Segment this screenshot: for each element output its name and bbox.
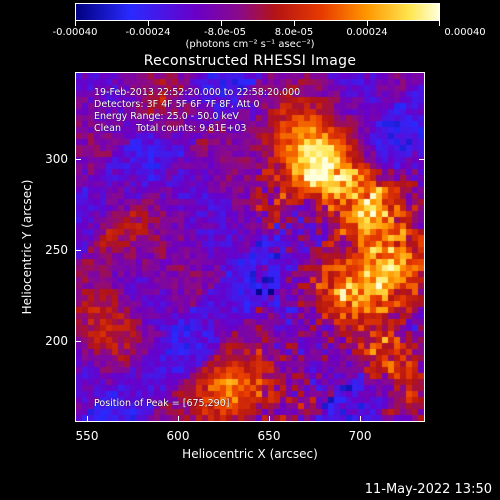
info-detectors: Detectors: 3F 4F 5F 6F 7F 8F, Att 0 [94, 99, 260, 110]
x-tick-label: 550 [75, 429, 99, 443]
x-tick [360, 416, 361, 422]
x-axis-label: Heliocentric X (arcsec) [182, 447, 318, 461]
colorbar-tick [439, 21, 440, 26]
colorbar-label: -0.00040 [52, 27, 98, 38]
colorbar-label: -0.00024 [125, 27, 171, 38]
y-tick-label: 250 [45, 243, 68, 257]
y-tick [75, 341, 81, 342]
x-tick-label: 600 [166, 429, 190, 443]
y-tick [419, 159, 425, 160]
rhessi-heatmap [76, 73, 424, 421]
colorbar-label: 0.00040 [444, 27, 486, 38]
colorbar-tick [367, 21, 368, 26]
x-tick-label: 700 [348, 429, 372, 443]
info-total-counts: Clean Total counts: 9.81E+03 [94, 123, 247, 134]
x-tick [87, 416, 88, 422]
colorbar [75, 3, 440, 21]
image-plot: 19-Feb-2013 22:52:20.000 to 22:58:20.000… [75, 72, 425, 422]
x-tick [269, 416, 270, 422]
info-time-range: 19-Feb-2013 22:52:20.000 to 22:58:20.000 [94, 87, 301, 98]
colorbar-tick [75, 21, 76, 26]
y-tick [75, 250, 81, 251]
colorbar-label: -8.0e-05 [204, 27, 246, 38]
colorbar-label: 0.00024 [346, 27, 388, 38]
info-peak-position: Position of Peak = [675,290] [94, 398, 230, 409]
x-tick-label: 650 [257, 429, 281, 443]
plot-title: Reconstructed RHESSI Image [143, 53, 357, 69]
x-tick [178, 416, 179, 422]
colorbar-tick [221, 21, 222, 26]
y-tick [75, 159, 81, 160]
colorbar-tick [294, 21, 295, 26]
colorbar-tick [148, 21, 149, 26]
y-tick-label: 300 [45, 152, 68, 166]
y-axis-label: Heliocentric Y (arcsec) [20, 179, 34, 315]
colorbar-label: 8.0e-05 [274, 27, 314, 38]
y-tick-label: 200 [45, 334, 68, 348]
info-energy-range: Energy Range: 25.0 - 50.0 keV [94, 111, 239, 122]
timestamp: 11-May-2022 13:50 [364, 482, 492, 497]
colorbar-units: (photons cm⁻² s⁻¹ asec⁻²) [185, 39, 315, 50]
